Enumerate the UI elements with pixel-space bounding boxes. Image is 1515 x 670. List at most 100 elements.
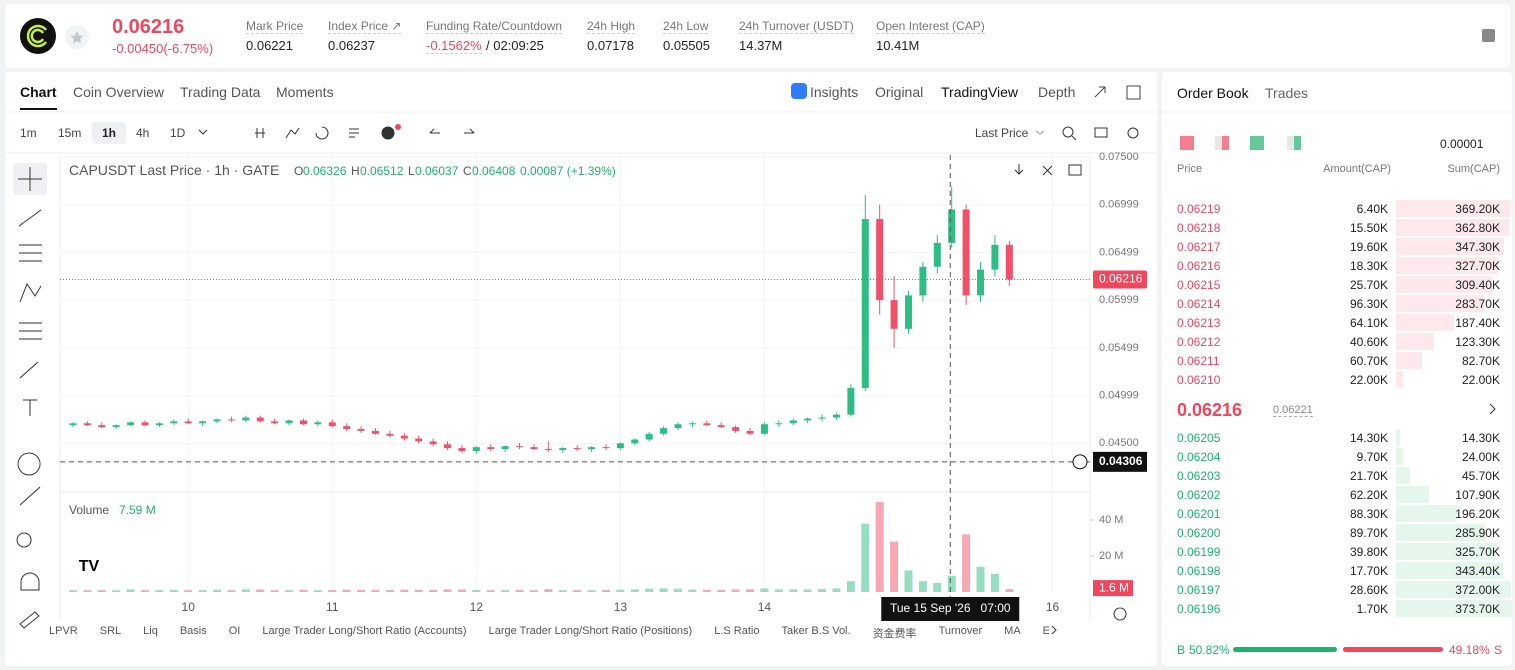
ob-col: Amount(CAP) xyxy=(1323,163,1391,175)
interval[interactable]: 1h xyxy=(102,126,117,140)
indicator-tab[interactable]: OI xyxy=(228,625,241,637)
view-tab[interactable]: Insights xyxy=(810,84,859,100)
interval[interactable]: 15m xyxy=(58,126,82,140)
ob-amount: 96.30K xyxy=(1349,297,1388,311)
window-icon[interactable] xyxy=(1126,85,1141,100)
ob-sum-bar xyxy=(1396,238,1504,255)
volume-bar xyxy=(155,590,164,592)
stat-value: 0.06221 xyxy=(246,38,293,53)
volume-bar xyxy=(890,541,899,592)
interval[interactable]: 4h xyxy=(136,126,150,140)
indicator-tab[interactable]: Basis xyxy=(179,625,207,637)
last-price-box xyxy=(1093,270,1147,289)
volume-bar xyxy=(674,588,682,592)
ob-layout-icon[interactable] xyxy=(1180,136,1194,150)
view-tab[interactable]: Original xyxy=(875,84,924,100)
volume-bar xyxy=(515,590,524,592)
candle-body xyxy=(415,438,423,442)
ob-sum-bar xyxy=(1396,429,1401,446)
ohlc-value: 0.06512 xyxy=(360,164,404,178)
ob-amount: 21.70K xyxy=(1349,469,1388,483)
view-tab[interactable]: Depth xyxy=(1038,84,1076,100)
volume-bar xyxy=(227,590,236,592)
indicator-tab[interactable]: Large Trader Long/Short Ratio (Positions… xyxy=(488,625,693,637)
candle-body xyxy=(141,422,149,426)
x-tick-label: 14 xyxy=(758,600,772,614)
x-tick-label: 16 xyxy=(1046,600,1060,614)
volume-bar xyxy=(875,502,884,592)
indicator-tab[interactable]: Taker B.S Vol. xyxy=(781,625,851,637)
ob-amount: 39.80K xyxy=(1349,545,1388,559)
candle-body xyxy=(69,423,77,426)
chart-tab[interactable]: Chart xyxy=(20,84,57,110)
ob-sum: 196.20K xyxy=(1455,507,1500,521)
volume-bar xyxy=(357,589,366,592)
interval[interactable]: 1m xyxy=(20,126,37,140)
ob-amount: 88.30K xyxy=(1349,507,1388,521)
volume-bar xyxy=(990,574,999,592)
ob-price: 0.06202 xyxy=(1177,488,1221,502)
volume-bar xyxy=(962,534,971,592)
crosshair-y-label: 0.04306 xyxy=(1099,454,1143,468)
ob-tab[interactable]: Order Book xyxy=(1177,85,1249,101)
volume-bar xyxy=(803,589,812,592)
chart-tab[interactable]: Trading Data xyxy=(180,84,261,100)
volume-bar xyxy=(501,590,510,592)
volume-bar xyxy=(702,589,711,592)
view-tab[interactable]: TradingView xyxy=(941,84,1019,100)
volume-bar xyxy=(285,590,294,592)
candle-body xyxy=(962,209,970,296)
chart-tab[interactable]: Coin Overview xyxy=(73,84,165,100)
volume-bar xyxy=(645,588,654,592)
ob-amount: 62.20K xyxy=(1349,488,1388,502)
volume-bar xyxy=(601,590,610,592)
price-source[interactable]: Last Price xyxy=(975,126,1029,140)
ob-sum: 187.40K xyxy=(1455,316,1500,330)
ob-amount: 40.60K xyxy=(1349,335,1388,349)
volume-title: Volume xyxy=(69,503,110,517)
ob-sum: 107.90K xyxy=(1455,488,1500,502)
ob-layout-icon[interactable] xyxy=(1215,136,1229,150)
indicator-tab[interactable]: LPVR xyxy=(49,625,78,637)
candle-body xyxy=(890,300,898,329)
ohlc-value: 0.06037 xyxy=(415,164,459,178)
ob-tab[interactable]: Trades xyxy=(1265,85,1309,101)
indicator-tab[interactable]: Turnover xyxy=(938,625,983,637)
ob-sum-bar xyxy=(1396,467,1411,484)
candle-body xyxy=(977,269,985,296)
candle-body xyxy=(472,447,480,451)
candle-body xyxy=(631,439,639,444)
settings-icon[interactable] xyxy=(1482,29,1495,42)
ob-layout-icon[interactable] xyxy=(1250,136,1264,150)
candle-body xyxy=(876,219,884,301)
indicator-tab[interactable]: Liq xyxy=(143,625,158,637)
candle-body xyxy=(386,433,394,436)
volume-bar xyxy=(169,589,178,592)
volume-bar xyxy=(846,581,855,592)
indicator-tab[interactable]: SRL xyxy=(99,625,122,637)
indicator-tab[interactable]: L.S Ratio xyxy=(714,625,760,637)
indicator-tab[interactable]: 资金费率 xyxy=(872,628,917,640)
interval[interactable]: 1D xyxy=(170,126,186,140)
crosshair-y-box xyxy=(1093,451,1147,472)
ob-precision: 0.00001 xyxy=(1440,137,1484,151)
candle-body xyxy=(242,417,250,421)
last-price-label: 0.06216 xyxy=(1099,272,1143,286)
indicator-tab[interactable]: MA xyxy=(1004,625,1021,637)
indicator-bar: LPVR SRL Liq Basis OI Large Trader Long/Short… xyxy=(49,625,1049,641)
ob-sum-bar xyxy=(1396,581,1512,598)
chart-tab[interactable]: Moments xyxy=(276,84,334,100)
volume-bar xyxy=(659,588,668,592)
volume-tick-label: 40 M xyxy=(1099,514,1123,526)
fullscreen-icon[interactable] xyxy=(1094,86,1106,98)
candle-body xyxy=(516,446,524,448)
indicator-tab[interactable]: Large Trader Long/Short Ratio (Accounts) xyxy=(262,625,467,637)
indicator-tab[interactable]: EMA xyxy=(1042,625,1049,637)
ob-price: 0.06215 xyxy=(1177,278,1221,292)
ob-layout-icon[interactable] xyxy=(1287,136,1301,150)
ob-sum-bar xyxy=(1396,371,1403,388)
candle-body xyxy=(559,448,567,451)
ob-amount: 25.70K xyxy=(1349,278,1388,292)
ob-sum-bar xyxy=(1396,600,1512,617)
